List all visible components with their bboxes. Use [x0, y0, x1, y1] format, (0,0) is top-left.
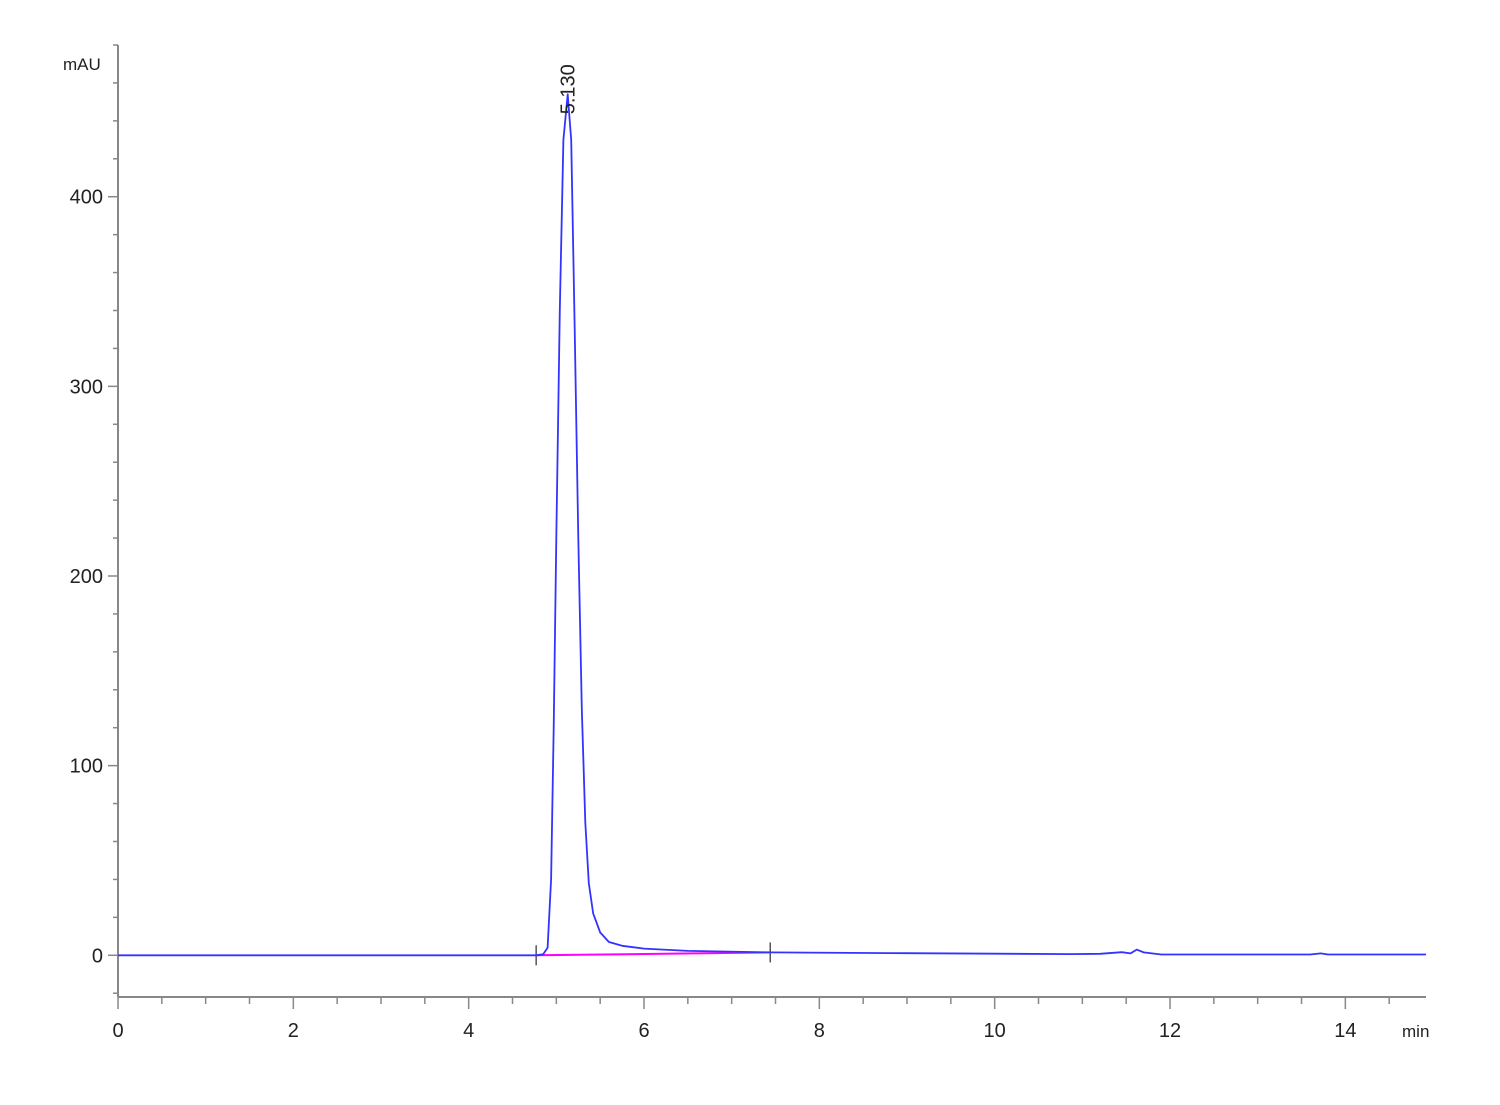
integration-baseline: [536, 951, 771, 957]
peak-label: 5.130: [558, 64, 580, 114]
peak-labels: 5.130: [558, 64, 580, 114]
x-tick-label: 14: [1334, 1020, 1356, 1042]
y-tick-label: 300: [70, 376, 103, 398]
y-tick-label: 100: [70, 756, 103, 778]
axes: 0 100 200 300 400 0 2 4 6 8 10 12 14: [70, 44, 1426, 1042]
x-tick-label: 8: [814, 1020, 825, 1042]
x-tick-label: 6: [638, 1020, 649, 1042]
x-tick-label: 10: [984, 1020, 1006, 1042]
x-tick-label: 0: [112, 1020, 123, 1042]
x-tick-label: 2: [288, 1020, 299, 1042]
y-tick-label: 400: [70, 187, 103, 209]
x-axis-label: min: [1402, 1022, 1429, 1041]
y-axis-label: mAU: [63, 55, 101, 74]
x-tick-label: 12: [1159, 1020, 1181, 1042]
y-tick-label: 0: [92, 945, 103, 967]
y-tick-label: 200: [70, 566, 103, 588]
x-tick-label: 4: [463, 1020, 474, 1042]
signal-trace: [118, 93, 1426, 957]
